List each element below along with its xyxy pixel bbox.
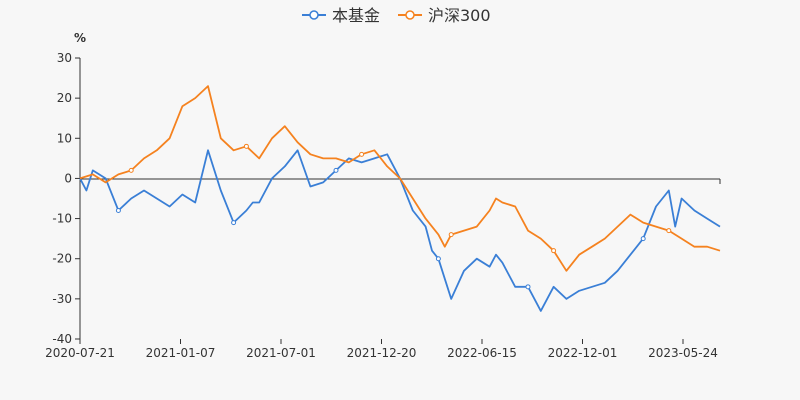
data-point-marker[interactable] (640, 236, 646, 242)
x-tick-label: 2020-07-21 (45, 346, 115, 360)
data-point-marker[interactable] (333, 167, 339, 173)
data-point-marker[interactable] (551, 248, 557, 254)
y-tick-label: -30 (52, 292, 72, 306)
x-tick-label: 2021-07-01 (246, 346, 316, 360)
y-tick-label: 20 (57, 91, 72, 105)
series-layer (79, 85, 721, 312)
y-tick-label: 0 (64, 171, 72, 185)
y-tick-label: 30 (57, 51, 72, 65)
data-point-marker[interactable] (231, 220, 237, 226)
data-point-marker[interactable] (666, 228, 672, 234)
y-tick-label: 10 (57, 131, 72, 145)
y-tick-label: -20 (52, 252, 72, 266)
data-point-marker[interactable] (128, 167, 134, 173)
y-axis-ticks: 30 20 10 0 -10 -20 -30 -40 (52, 51, 80, 346)
legend-item-index[interactable]: 沪深300 (398, 6, 491, 25)
data-point-marker[interactable] (359, 151, 365, 157)
data-point-marker[interactable] (525, 284, 531, 290)
data-point-marker[interactable] (243, 143, 249, 149)
x-tick-label: 2022-06-15 (447, 346, 517, 360)
legend-item-fund[interactable]: 本基金 (302, 6, 380, 25)
series-line-fund[interactable] (79, 149, 721, 312)
y-unit-label: % (74, 31, 86, 45)
y-tick-label: -40 (52, 332, 72, 346)
legend-label-index: 沪深300 (428, 6, 491, 25)
legend-label-fund: 本基金 (332, 6, 380, 25)
x-tick-label: 2023-05-24 (648, 346, 718, 360)
data-point-marker[interactable] (448, 232, 454, 238)
data-point-marker[interactable] (115, 208, 121, 214)
y-tick-label: -10 (52, 212, 72, 226)
legend-marker-fund (309, 10, 319, 20)
data-point-marker[interactable] (435, 256, 441, 262)
series-line-index[interactable] (79, 85, 721, 272)
x-tick-label: 2021-01-07 (146, 346, 216, 360)
x-tick-label: 2021-12-20 (347, 346, 417, 360)
legend[interactable]: 本基金 沪深300 (302, 6, 491, 25)
x-tick-label: 2022-12-01 (548, 346, 618, 360)
x-axis-ticks: 2020-07-21 2021-01-07 2021-07-01 2021-12-20… (45, 179, 721, 360)
legend-marker-index (405, 10, 415, 20)
